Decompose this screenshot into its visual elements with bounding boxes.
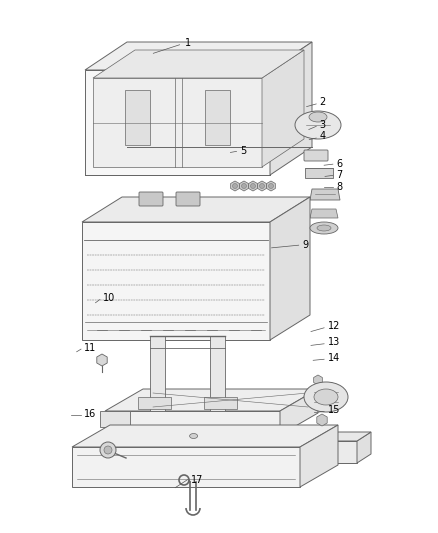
Ellipse shape bbox=[304, 382, 348, 412]
Ellipse shape bbox=[190, 433, 198, 439]
Polygon shape bbox=[204, 397, 237, 409]
Circle shape bbox=[259, 183, 265, 189]
Ellipse shape bbox=[309, 112, 327, 122]
Text: 13: 13 bbox=[328, 337, 340, 347]
Polygon shape bbox=[105, 389, 318, 411]
Polygon shape bbox=[72, 425, 338, 447]
Text: 6: 6 bbox=[336, 159, 343, 169]
Polygon shape bbox=[85, 42, 312, 70]
FancyBboxPatch shape bbox=[304, 150, 328, 161]
Polygon shape bbox=[82, 197, 310, 222]
Polygon shape bbox=[357, 432, 371, 463]
Text: 12: 12 bbox=[328, 321, 340, 331]
Polygon shape bbox=[93, 50, 304, 78]
Polygon shape bbox=[100, 411, 130, 427]
Circle shape bbox=[251, 183, 255, 189]
Text: 3: 3 bbox=[320, 120, 326, 130]
Circle shape bbox=[100, 442, 116, 458]
Text: 15: 15 bbox=[328, 406, 340, 415]
Polygon shape bbox=[210, 336, 225, 411]
Polygon shape bbox=[302, 127, 335, 133]
Ellipse shape bbox=[317, 225, 331, 231]
Ellipse shape bbox=[314, 389, 338, 405]
Polygon shape bbox=[310, 189, 340, 200]
Polygon shape bbox=[280, 389, 318, 435]
FancyBboxPatch shape bbox=[139, 192, 163, 206]
Polygon shape bbox=[72, 447, 300, 487]
Ellipse shape bbox=[310, 222, 338, 234]
Text: 17: 17 bbox=[191, 475, 203, 484]
Polygon shape bbox=[138, 397, 171, 409]
Polygon shape bbox=[125, 90, 150, 145]
Polygon shape bbox=[270, 197, 310, 340]
Polygon shape bbox=[305, 168, 333, 178]
Polygon shape bbox=[270, 42, 312, 175]
Polygon shape bbox=[262, 50, 304, 167]
Text: 10: 10 bbox=[103, 294, 115, 303]
Polygon shape bbox=[300, 425, 338, 487]
Text: 8: 8 bbox=[336, 182, 343, 192]
Text: 9: 9 bbox=[302, 240, 308, 250]
Polygon shape bbox=[85, 70, 270, 175]
Text: 7: 7 bbox=[336, 171, 343, 180]
Polygon shape bbox=[302, 441, 357, 463]
Circle shape bbox=[241, 183, 247, 189]
Polygon shape bbox=[205, 90, 230, 145]
Text: 2: 2 bbox=[320, 98, 326, 107]
Polygon shape bbox=[105, 411, 280, 435]
FancyBboxPatch shape bbox=[176, 192, 200, 206]
Text: 5: 5 bbox=[240, 147, 246, 156]
Polygon shape bbox=[82, 222, 270, 340]
Text: 4: 4 bbox=[320, 132, 326, 141]
Polygon shape bbox=[302, 432, 371, 441]
Circle shape bbox=[268, 183, 273, 189]
Polygon shape bbox=[150, 336, 165, 411]
Text: 1: 1 bbox=[185, 38, 191, 47]
Text: 16: 16 bbox=[84, 409, 96, 418]
Polygon shape bbox=[310, 209, 338, 218]
Circle shape bbox=[233, 183, 237, 189]
Text: 14: 14 bbox=[328, 353, 340, 363]
Circle shape bbox=[104, 446, 112, 454]
Ellipse shape bbox=[295, 111, 341, 139]
Polygon shape bbox=[93, 78, 262, 167]
Text: 11: 11 bbox=[84, 343, 96, 353]
